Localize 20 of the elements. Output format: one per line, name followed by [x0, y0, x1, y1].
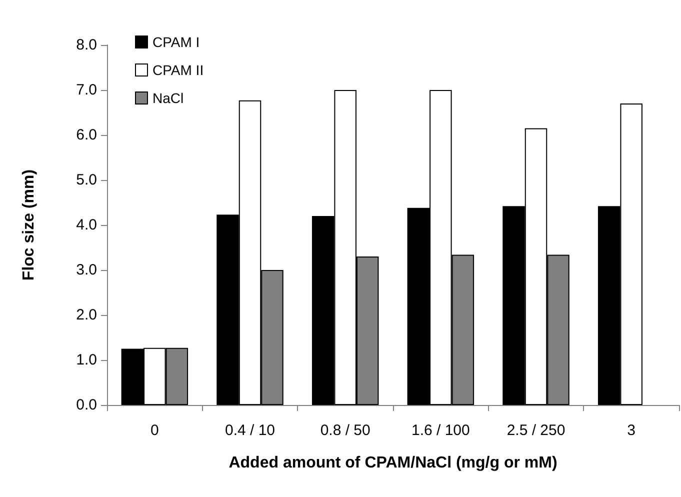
x-tick-label: 2.5 / 250 — [506, 422, 566, 439]
y-axis-title: Floc size (mm) — [20, 169, 38, 281]
y-tick-label: 0.0 — [76, 396, 97, 414]
y-tick-label: 5.0 — [76, 172, 97, 188]
y-tick-label: 1.0 — [76, 352, 97, 368]
y-tick-label: 3.0 — [76, 262, 97, 278]
y-tick-label: 6.0 — [76, 126, 97, 144]
x-axis-title: Added amount of CPAM/NaCl (mg/g or mM) — [228, 454, 558, 472]
y-tick-label: 4.0 — [76, 216, 97, 234]
y-tick-label: 2.0 — [76, 306, 97, 324]
x-tick-label: 0.8 / 50 — [320, 422, 370, 439]
x-tick-label: 3 — [627, 422, 636, 439]
legend-label: CPAM I — [152, 34, 200, 50]
x-tick-label: 0 — [150, 422, 159, 439]
y-tick-label: 7.0 — [76, 82, 97, 98]
x-tick-label: 0.4 / 10 — [224, 422, 276, 439]
legend-label: CPAM II — [152, 62, 204, 78]
y-tick-label: 8.0 — [76, 36, 97, 54]
legend-label: NaCl — [152, 90, 184, 106]
x-tick-label: 1.6 / 100 — [411, 422, 470, 439]
